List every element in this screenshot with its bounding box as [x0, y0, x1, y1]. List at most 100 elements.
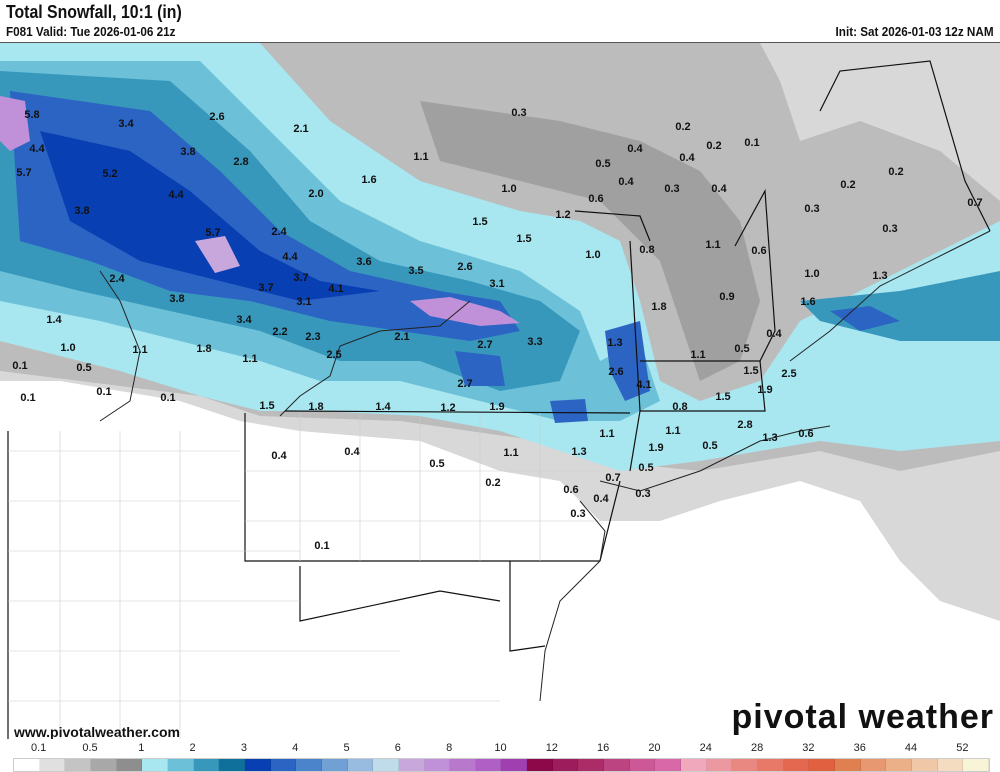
coastline — [99, 230, 991, 702]
legend-swatch — [860, 759, 887, 771]
snowfall-value: 0.2 — [840, 179, 855, 191]
snowfall-value: 2.2 — [272, 326, 287, 338]
snowfall-value: 1.1 — [690, 349, 705, 361]
snowfall-value: 3.8 — [74, 205, 89, 217]
snowfall-value: 1.3 — [607, 337, 622, 349]
legend-swatch — [604, 759, 630, 771]
snowfall-value: 3.6 — [356, 256, 371, 268]
snowfall-value: 1.2 — [555, 209, 570, 221]
legend-swatch — [809, 759, 835, 771]
legend-tick-label: 52 — [956, 742, 969, 754]
snowfall-map[interactable]: 5.8 3.4 2.6 2.1 0.3 0.2 0.1 0.2 0.4 0.4 0.5 1.1 3.8 2… — [0, 42, 1000, 740]
website-url[interactable]: www.pivotalweather.com — [14, 724, 180, 740]
snowfall-value: 2.7 — [477, 339, 492, 351]
state-boundaries — [7, 60, 991, 740]
legend-tick-label: 28 — [750, 742, 764, 754]
init-time: Init: Sat 2026-01-03 12z NAM — [835, 24, 994, 39]
legend-swatch — [655, 759, 682, 771]
snowfall-value: 0.6 — [563, 484, 578, 496]
legend-swatch — [937, 759, 964, 771]
snowfall-value: 2.6 — [608, 366, 623, 378]
legend-swatch — [167, 759, 194, 771]
snowfall-value: 1.6 — [800, 296, 815, 308]
snowfall-value: 1.9 — [757, 384, 772, 396]
legend-tick-label: 44 — [904, 742, 918, 754]
legend-swatch — [475, 759, 502, 771]
snowfall-value-labels: 5.8 3.4 2.6 2.1 0.3 0.2 0.1 0.2 0.4 0.4 0.5 1.1 3.8 2… — [12, 107, 982, 552]
snowfall-value: 1.0 — [585, 249, 600, 261]
snowfall-value: 0.5 — [702, 440, 717, 452]
legend-swatch — [14, 759, 40, 771]
legend-swatch — [911, 759, 938, 771]
pivotal-weather-logo: pivotal weather — [731, 698, 994, 736]
legend-swatch — [116, 759, 143, 771]
snowfall-value: 1.2 — [440, 402, 455, 414]
snowfall-value: 0.4 — [766, 328, 782, 340]
snowfall-value: 2.4 — [109, 273, 125, 285]
snowfall-value: 0.6 — [798, 428, 813, 440]
legend-swatch — [193, 759, 220, 771]
snowfall-value: 1.1 — [242, 353, 257, 365]
legend-swatch — [783, 759, 810, 771]
snowfall-value: 0.6 — [588, 193, 603, 205]
snowfall-value: 3.8 — [180, 146, 195, 158]
legend-swatch — [39, 759, 66, 771]
legend-swatch — [450, 759, 476, 771]
snowfall-value: 1.3 — [571, 446, 586, 458]
legend-tick-label: 5 — [343, 742, 350, 754]
snowfall-value: 3.1 — [489, 278, 504, 290]
snowfall-value: 1.3 — [762, 432, 777, 444]
snowfall-value: 1.1 — [599, 428, 614, 440]
legend-tick-label: 8 — [446, 742, 453, 754]
snowfall-value: 0.4 — [711, 183, 727, 195]
legend-swatch — [886, 759, 912, 771]
snowfall-value: 0.7 — [605, 472, 620, 484]
map-title: Total Snowfall, 10:1 (in) — [6, 2, 182, 22]
snowfall-value: 2.7 — [457, 378, 472, 390]
legend-swatch — [90, 759, 117, 771]
legend-swatch — [835, 759, 861, 771]
snowfall-value: 0.3 — [664, 183, 679, 195]
legend-tick-labels: 0.10.512345681012162024283236445260 — [0, 742, 1000, 756]
snowfall-value: 0.6 — [751, 245, 766, 257]
snowfall-value: 5.8 — [24, 109, 39, 121]
snowfall-value: 1.6 — [361, 174, 376, 186]
snowfall-value: 5.2 — [102, 168, 117, 180]
legend-swatch — [321, 759, 348, 771]
snowfall-value: 3.7 — [293, 272, 308, 284]
snowfall-value: 1.0 — [60, 342, 75, 354]
legend-tick-label: 32 — [802, 742, 815, 754]
snowfall-value: 0.2 — [675, 121, 690, 133]
legend-tick-label: 1 — [138, 742, 145, 754]
snowfall-value: 1.5 — [259, 400, 274, 412]
snowfall-value: 2.8 — [737, 419, 752, 431]
snowfall-value: 1.3 — [872, 270, 887, 282]
legend-swatch — [527, 759, 553, 771]
snowfall-value: 3.8 — [169, 293, 184, 305]
legend-swatch — [963, 759, 989, 771]
snowfall-value: 0.2 — [485, 477, 500, 489]
snowfall-value: 2.6 — [209, 111, 224, 123]
snowfall-value: 0.1 — [744, 137, 759, 149]
snowfall-value: 3.5 — [408, 265, 423, 277]
snowfall-value: 0.4 — [344, 446, 360, 458]
snowfall-value: 0.7 — [967, 197, 982, 209]
snowfall-value: 4.4 — [168, 189, 184, 201]
snowfall-value: 1.8 — [651, 301, 666, 313]
legend-swatch — [732, 759, 759, 771]
snowfall-value: 2.5 — [326, 349, 341, 361]
snowfall-value: 0.3 — [804, 203, 819, 215]
snowfall-value: 0.2 — [888, 166, 903, 178]
snowfall-value: 3.4 — [118, 118, 134, 130]
snowfall-value: 2.1 — [293, 123, 308, 135]
legend-swatch — [373, 759, 399, 771]
snowfall-value: 3.3 — [527, 336, 542, 348]
snowfall-value: 0.4 — [593, 493, 609, 505]
snowfall-value: 0.3 — [570, 508, 585, 520]
snowfall-value: 2.0 — [308, 188, 323, 200]
snowfall-value: 0.5 — [76, 362, 91, 374]
legend-tick-label: 12 — [545, 742, 558, 754]
snowfall-value: 1.0 — [804, 268, 819, 280]
legend-swatch — [424, 759, 451, 771]
snowfall-value: 0.5 — [734, 343, 749, 355]
